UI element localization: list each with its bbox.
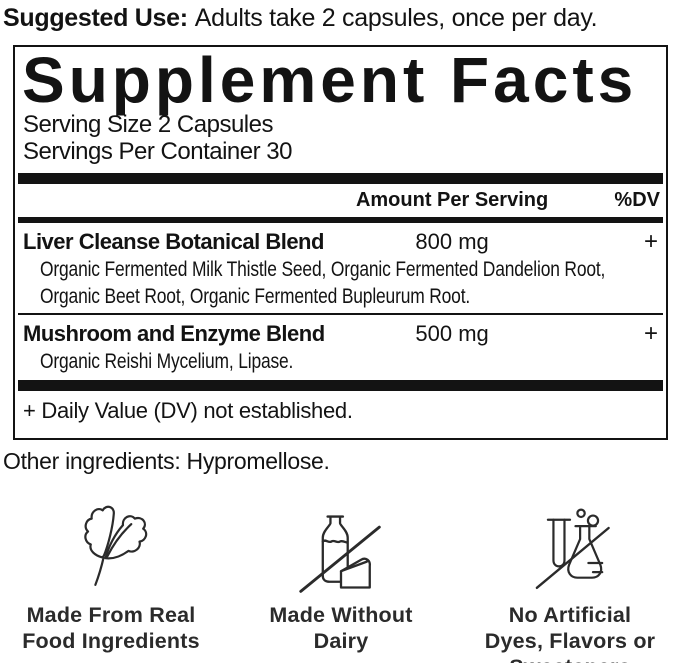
badge-label: No Artificial Dyes, Flavors or Sweetener…: [484, 603, 656, 663]
badge-no-dairy: Made Without Dairy: [231, 497, 451, 654]
supplement-facts-panel: Supplement Facts Serving Size 2 Capsules…: [13, 45, 668, 440]
table-header-row: Amount Per Serving %DV: [18, 184, 663, 217]
servings-per-container: Servings Per Container 30: [23, 138, 292, 165]
suggested-use-text: Adults take 2 capsules, once per day.: [194, 4, 598, 32]
divider-medium: [18, 217, 663, 223]
dv-header: %DV: [614, 189, 660, 211]
divider-thin: [18, 313, 663, 315]
ingredient-detail: Organic Fermented Milk Thistle Seed, Org…: [40, 257, 606, 308]
no-artificial-icon: [524, 497, 616, 599]
dv-footnote: + Daily Value (DV) not established.: [23, 397, 353, 423]
amount-per-serving-header: Amount Per Serving: [355, 189, 549, 211]
badge-row: Made From Real Food Ingredients Made Wit…: [0, 497, 679, 663]
ingredient-detail: Organic Reishi Mycelium, Lipase.: [40, 349, 294, 373]
table-row-liver-cleanse: Liver Cleanse Botanical Blend 800 mg +: [18, 228, 663, 255]
ingredient-amount: 800 mg: [415, 229, 489, 254]
ingredient-name: Mushroom and Enzyme Blend: [23, 321, 325, 346]
badge-no-artificial: No Artificial Dyes, Flavors or Sweetener…: [460, 497, 679, 663]
ingredient-amount: 500 mg: [415, 321, 489, 346]
leaf-icon: [65, 497, 157, 599]
table-row-mushroom-enzyme: Mushroom and Enzyme Blend 500 mg +: [18, 320, 663, 347]
divider-thick-bottom: [18, 379, 663, 391]
ingredient-dv: +: [643, 320, 658, 347]
badge-real-food: Made From Real Food Ingredients: [1, 497, 221, 654]
badge-label: Made From Real Food Ingredients: [22, 603, 200, 653]
ingredient-dv: +: [643, 228, 658, 255]
no-dairy-icon: [293, 497, 389, 599]
divider-thick-top: [18, 173, 663, 184]
suggested-use-label: Suggested Use:: [3, 4, 188, 32]
suggested-use: Suggested Use: Adults take 2 capsules, on…: [3, 4, 598, 33]
other-ingredients: Other ingredients: Hypromellose.: [3, 448, 330, 474]
serving-size: Serving Size 2 Capsules: [23, 111, 273, 138]
panel-title: Supplement Facts: [22, 44, 638, 116]
badge-label: Made Without Dairy: [269, 603, 413, 653]
ingredient-name: Liver Cleanse Botanical Blend: [23, 229, 324, 254]
